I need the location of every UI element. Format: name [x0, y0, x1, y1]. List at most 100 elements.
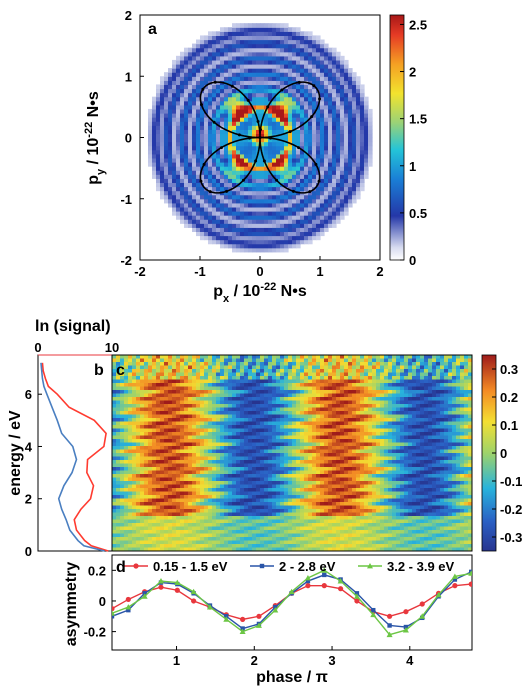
heat-cell [412, 418, 417, 422]
heat-cell [196, 390, 201, 394]
heat-cell [212, 215, 217, 220]
heat-cell [148, 145, 153, 151]
heat-cell [164, 390, 169, 394]
heat-cell [328, 362, 333, 366]
heat-cell [264, 355, 269, 359]
heat-cell [236, 362, 241, 366]
heat-cell [340, 133, 345, 139]
heat-cell [428, 393, 433, 398]
heat-cell [172, 100, 177, 106]
heat-cell [264, 96, 269, 102]
heat-cell [208, 194, 213, 200]
heat-cell [252, 386, 257, 391]
heat-cell [372, 369, 377, 373]
heat-cell [296, 369, 301, 373]
heat-cell [296, 211, 301, 216]
heat-cell [212, 133, 217, 139]
heat-cell [332, 358, 337, 363]
heat-cell [232, 393, 237, 398]
heat-cell [204, 390, 209, 394]
heat-cell [304, 219, 309, 224]
heat-cell [368, 421, 373, 426]
heat-cell [428, 414, 433, 419]
heat-cell [316, 223, 321, 228]
heat-cell [356, 432, 361, 436]
heat-cell [420, 369, 425, 373]
heat-cell [336, 104, 341, 110]
heat-cell [360, 439, 365, 443]
heat-cell [228, 182, 233, 188]
heat-cell [464, 414, 469, 419]
heat-cell [160, 145, 165, 151]
heat-cell [336, 418, 341, 422]
heat-cell [220, 182, 225, 188]
heat-cell [436, 365, 441, 370]
heat-cell [252, 117, 257, 122]
heat-cell [348, 157, 353, 163]
heat-cell [308, 104, 313, 110]
heat-cell [408, 393, 413, 398]
heat-cell [168, 170, 173, 175]
heat-cell [228, 27, 233, 32]
heat-cell [176, 59, 181, 65]
heat-cell [204, 223, 209, 228]
heat-cell [264, 206, 269, 212]
heat-cell [276, 125, 281, 130]
heat-cell [344, 432, 349, 436]
heat-cell [440, 439, 445, 443]
heat-cell [292, 72, 297, 77]
heat-cell [304, 369, 309, 373]
heat-cell [268, 64, 273, 69]
heat-cell [360, 153, 365, 159]
heat-cell [400, 386, 405, 391]
heat-cell [276, 162, 281, 167]
heat-cell [152, 162, 157, 167]
heat-cell [156, 421, 161, 426]
heat-cell [312, 92, 317, 98]
heat-cell [276, 153, 281, 159]
heat-cell [172, 137, 177, 143]
heat-cell [128, 418, 133, 422]
heat-cell [208, 113, 213, 118]
heat-cell [224, 362, 229, 366]
heat-cell [264, 88, 269, 94]
heat-cell [356, 145, 361, 151]
heat-cell [296, 149, 301, 155]
heat-cell [148, 432, 153, 436]
heat-cell [360, 404, 365, 408]
heat-cell [208, 47, 213, 53]
heat-cell [340, 100, 345, 106]
heat-cell [260, 428, 265, 433]
heat-cell [316, 435, 321, 440]
heat-cell [188, 145, 193, 151]
heat-cell [244, 153, 249, 159]
heat-cell [284, 432, 289, 436]
heat-cell [124, 407, 129, 412]
heat-cell [212, 239, 217, 245]
heat-cell [328, 68, 333, 73]
heat-cell [300, 231, 305, 237]
heat-cell [320, 59, 325, 65]
heat-cell [300, 404, 305, 408]
heat-cell [196, 397, 201, 401]
heat-cell [168, 390, 173, 394]
heat-cell [328, 418, 333, 422]
heat-cell [376, 400, 381, 405]
heat-cell [264, 194, 269, 200]
heat-cell [284, 76, 289, 81]
heat-cell [308, 198, 313, 204]
heat-cell [344, 397, 349, 401]
heat-cell [360, 376, 365, 380]
heat-cell [392, 376, 397, 380]
heat-cell [456, 383, 461, 387]
heat-cell [320, 400, 325, 405]
heat-cell [248, 393, 253, 398]
heat-cell [276, 23, 281, 28]
heat-cell [336, 133, 341, 139]
heat-cell [388, 411, 393, 415]
heat-cell [288, 379, 293, 384]
heat-cell [252, 215, 257, 220]
heat-cell [196, 76, 201, 81]
heat-cell [184, 80, 189, 86]
heat-cell [268, 393, 273, 398]
